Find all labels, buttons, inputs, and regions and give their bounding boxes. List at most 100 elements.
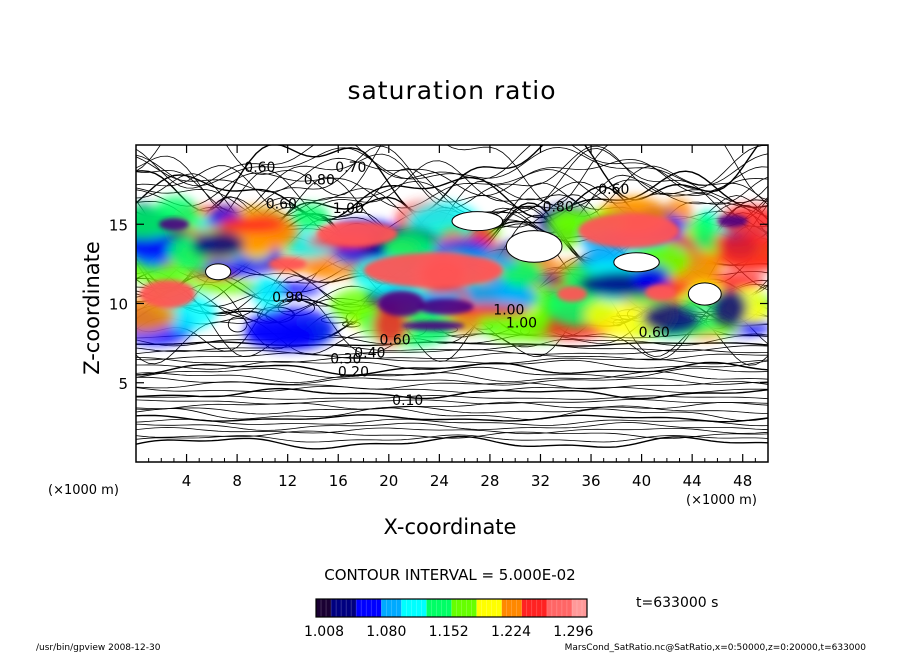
- x-tick-label: 36: [581, 472, 600, 490]
- colorbar-swatch: [541, 599, 548, 617]
- colorbar-swatch: [546, 599, 553, 617]
- colorbar-frame: [315, 598, 588, 618]
- contour-line: [136, 435, 768, 450]
- saturation-peak: [139, 279, 196, 309]
- x-tick-label: 40: [632, 472, 651, 490]
- colorbar-swatch: [446, 599, 452, 617]
- contour-line: [136, 333, 768, 339]
- colorbar-swatch: [366, 599, 372, 617]
- saturation-blob: [291, 203, 330, 231]
- contour-line: [136, 361, 768, 376]
- colorbar-swatch: [341, 599, 347, 617]
- colorbar-swatch: [331, 599, 337, 617]
- contour-labels: 0.60 0.700.800.600.801.000.600.100.200.30…: [244, 160, 670, 409]
- colorbar-swatch: [371, 599, 377, 617]
- colorbar-swatch: [466, 599, 472, 617]
- footer-left: /usr/bin/gpview 2008-12-30: [36, 643, 161, 653]
- contour-label: 0.60: [639, 325, 670, 341]
- contour-line: [136, 427, 768, 435]
- saturation-blob: [466, 279, 530, 312]
- colorbar-swatch: [381, 599, 387, 617]
- contour-line: [136, 366, 768, 378]
- colorbar-swatch: [321, 599, 327, 617]
- saturation-low: [417, 298, 474, 315]
- colorbar-swatch: [576, 599, 583, 617]
- contour-line: [136, 275, 768, 362]
- saturation-peaks: [139, 213, 748, 331]
- colorbar-swatch: [376, 599, 382, 617]
- saturation-peak: [316, 221, 398, 247]
- contour-line: [136, 405, 768, 415]
- colorbar-swatch: [571, 599, 578, 617]
- colorbar-swatch: [346, 599, 352, 617]
- colorbar-swatch: [581, 599, 588, 617]
- colorbar-swatch: [526, 599, 533, 617]
- x-axis-label: X-coordinate: [383, 515, 517, 539]
- colorbar-swatch: [496, 599, 502, 617]
- contour-label: 0.90: [272, 290, 303, 306]
- contour-label: 1.00: [493, 303, 524, 319]
- contour-label: 1.00: [506, 315, 537, 331]
- saturation-peak: [578, 213, 680, 249]
- colorbar-swatch: [501, 599, 508, 617]
- contour-line: [136, 418, 768, 427]
- colorbar-swatch: [386, 599, 392, 617]
- contour-line: [136, 160, 768, 217]
- colorbar-swatch: [396, 599, 402, 617]
- contour-line: [136, 145, 768, 206]
- saturation-blob: [136, 206, 180, 239]
- saturation-blob: [253, 275, 282, 310]
- contour-line: [136, 387, 768, 400]
- colorbar-swatch: [556, 599, 563, 617]
- x-unit-left: (×1000 m): [48, 483, 119, 498]
- contour-line: [136, 344, 768, 352]
- x-tick-label: 48: [733, 472, 752, 490]
- colorbar-swatch: [481, 599, 487, 617]
- contour-label: 0.60: [598, 182, 629, 198]
- y-tick-label: 15: [109, 216, 128, 234]
- colorbar-swatch: [401, 599, 407, 617]
- contour-label: 0.70: [335, 160, 366, 176]
- contour-line: [136, 359, 768, 371]
- colorbar-swatch: [411, 599, 417, 617]
- contour-label: 0.60: [244, 160, 275, 176]
- contour-line: [136, 156, 768, 197]
- contour-label: 0.40: [354, 345, 385, 361]
- colorbar-swatch: [486, 599, 492, 617]
- contour-line: [136, 179, 768, 221]
- colorbar-swatch: [451, 599, 457, 617]
- x-tick-label: 16: [329, 472, 348, 490]
- colorbar-swatch: [356, 599, 362, 617]
- saturation-low: [717, 214, 748, 228]
- colorbar-swatch: [416, 599, 422, 617]
- footer-right: MarsCond_SatRatio.nc@SatRatio,x=0:50000,…: [564, 643, 866, 653]
- saturation-field: [136, 196, 768, 351]
- contour-label: 0.80: [304, 173, 335, 189]
- time-label: t=633000 s: [636, 595, 719, 611]
- contour-line: [136, 352, 768, 361]
- contour-line: [136, 381, 768, 390]
- contour-line: [136, 401, 768, 411]
- colorbar: 1.008 1.080 1.152 1.224 1.296: [304, 598, 593, 640]
- saturation-peak: [363, 252, 503, 288]
- x-tick-label: 44: [683, 472, 702, 490]
- x-tick-label: 28: [480, 472, 499, 490]
- colorbar-swatch: [461, 599, 467, 617]
- colorbar-swatch: [361, 599, 367, 617]
- x-tick-label: 12: [278, 472, 297, 490]
- contour-line: [136, 407, 768, 422]
- contour-line: [136, 145, 760, 214]
- saturation-low: [401, 320, 465, 331]
- subsaturated-hole: [613, 252, 660, 273]
- saturation-blob: [191, 231, 245, 259]
- colorbar-swatch: [441, 599, 447, 617]
- x-tick-label: 32: [531, 472, 550, 490]
- contour-loop: [227, 316, 248, 333]
- x-unit-right: (×1000 m): [686, 493, 757, 508]
- subsaturated-hole: [687, 282, 722, 306]
- subsaturated-hole: [205, 263, 232, 281]
- contour-label: 1.00: [333, 201, 364, 217]
- x-tick-label: 20: [379, 472, 398, 490]
- x-tick-label: 8: [232, 472, 242, 490]
